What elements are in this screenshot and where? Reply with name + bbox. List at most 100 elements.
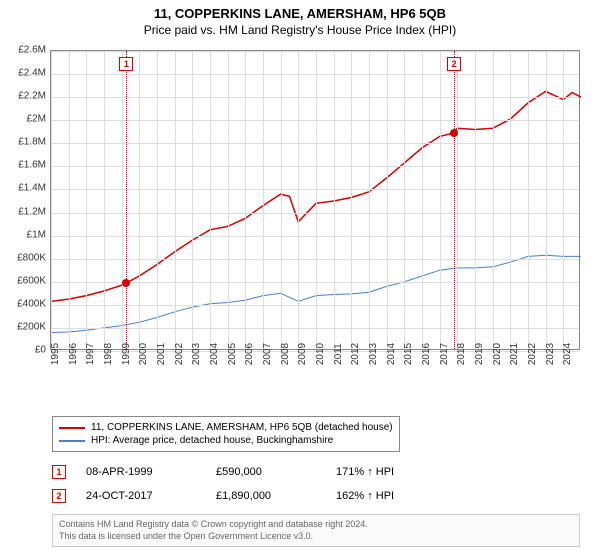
grid-line-v bbox=[263, 51, 264, 349]
x-axis-label: 2002 bbox=[174, 343, 185, 365]
x-axis-label: 2009 bbox=[297, 343, 308, 365]
sale-hpi-diff: 162% ↑ HPI bbox=[336, 490, 394, 502]
x-axis-label: 2007 bbox=[262, 343, 273, 365]
sale-row-marker: 1 bbox=[52, 465, 66, 479]
grid-line-v bbox=[475, 51, 476, 349]
legend-item: HPI: Average price, detached house, Buck… bbox=[59, 434, 393, 447]
x-axis-label: 2018 bbox=[456, 343, 467, 365]
x-axis-label: 2000 bbox=[138, 343, 149, 365]
grid-line-v bbox=[298, 51, 299, 349]
x-axis-label: 2012 bbox=[350, 343, 361, 365]
sale-row-marker: 2 bbox=[52, 489, 66, 503]
y-axis-label: £2.2M bbox=[18, 91, 46, 102]
sale-price: £590,000 bbox=[216, 466, 316, 478]
sale-marker-box: 2 bbox=[447, 57, 461, 71]
grid-line-h bbox=[51, 51, 579, 52]
y-axis-label: £1.8M bbox=[18, 137, 46, 148]
sale-row: 1 08-APR-1999 £590,000 171% ↑ HPI bbox=[52, 460, 394, 484]
grid-line-h bbox=[51, 236, 579, 237]
x-axis-label: 2023 bbox=[545, 343, 556, 365]
sale-marker-box: 1 bbox=[119, 57, 133, 71]
y-axis-label: £400K bbox=[17, 298, 46, 309]
x-axis-label: 2014 bbox=[386, 343, 397, 365]
sale-marker-line bbox=[126, 51, 127, 349]
grid-line-v bbox=[493, 51, 494, 349]
sale-price: £1,890,000 bbox=[216, 490, 316, 502]
grid-line-v bbox=[139, 51, 140, 349]
grid-line-v bbox=[546, 51, 547, 349]
page-title: 11, COPPERKINS LANE, AMERSHAM, HP6 5QB bbox=[0, 0, 600, 21]
grid-line-h bbox=[51, 166, 579, 167]
grid-line-v bbox=[228, 51, 229, 349]
y-axis-label: £1M bbox=[27, 229, 46, 240]
y-axis-label: £2.4M bbox=[18, 68, 46, 79]
grid-line-v bbox=[192, 51, 193, 349]
grid-line-v bbox=[457, 51, 458, 349]
y-axis-label: £0 bbox=[35, 345, 46, 356]
x-axis-label: 2003 bbox=[191, 343, 202, 365]
price-chart: 12 £0£200K£400K£600K£800K£1M£1.2M£1.4M£1… bbox=[50, 50, 580, 380]
grid-line-h bbox=[51, 74, 579, 75]
grid-line-v bbox=[528, 51, 529, 349]
grid-line-h bbox=[51, 97, 579, 98]
grid-line-v bbox=[122, 51, 123, 349]
legend-swatch bbox=[59, 440, 85, 442]
grid-line-h bbox=[51, 120, 579, 121]
sale-date: 24-OCT-2017 bbox=[86, 490, 196, 502]
sale-marker-line bbox=[454, 51, 455, 349]
grid-line-h bbox=[51, 189, 579, 190]
x-axis-label: 1995 bbox=[50, 343, 61, 365]
sale-hpi-diff: 171% ↑ HPI bbox=[336, 466, 394, 478]
x-axis-label: 1998 bbox=[103, 343, 114, 365]
sale-point bbox=[450, 129, 458, 137]
grid-line-h bbox=[51, 305, 579, 306]
grid-line-v bbox=[440, 51, 441, 349]
grid-line-h bbox=[51, 328, 579, 329]
x-axis-label: 2011 bbox=[333, 343, 344, 365]
grid-line-v bbox=[245, 51, 246, 349]
sale-point bbox=[122, 279, 130, 287]
grid-line-v bbox=[369, 51, 370, 349]
x-axis-label: 2001 bbox=[156, 343, 167, 365]
grid-line-v bbox=[422, 51, 423, 349]
x-axis-label: 1997 bbox=[85, 343, 96, 365]
x-axis-label: 2016 bbox=[421, 343, 432, 365]
grid-line-v bbox=[281, 51, 282, 349]
sale-row: 2 24-OCT-2017 £1,890,000 162% ↑ HPI bbox=[52, 484, 394, 508]
x-axis-label: 2013 bbox=[368, 343, 379, 365]
grid-line-v bbox=[316, 51, 317, 349]
grid-line-v bbox=[563, 51, 564, 349]
legend-label: HPI: Average price, detached house, Buck… bbox=[91, 435, 333, 446]
grid-line-v bbox=[404, 51, 405, 349]
y-axis-label: £2.6M bbox=[18, 45, 46, 56]
x-axis-label: 2005 bbox=[227, 343, 238, 365]
y-axis-label: £1.6M bbox=[18, 160, 46, 171]
y-axis-label: £800K bbox=[17, 252, 46, 263]
grid-line-h bbox=[51, 213, 579, 214]
sales-list: 1 08-APR-1999 £590,000 171% ↑ HPI 2 24-OCT-20… bbox=[52, 460, 394, 508]
grid-line-v bbox=[86, 51, 87, 349]
legend: 11, COPPERKINS LANE, AMERSHAM, HP6 5QB (… bbox=[52, 416, 400, 452]
legend-label: 11, COPPERKINS LANE, AMERSHAM, HP6 5QB (… bbox=[91, 422, 393, 433]
grid-line-v bbox=[351, 51, 352, 349]
grid-line-v bbox=[104, 51, 105, 349]
y-axis-label: £2M bbox=[27, 114, 46, 125]
y-axis-label: £1.4M bbox=[18, 183, 46, 194]
x-axis-label: 2015 bbox=[403, 343, 414, 365]
x-axis-label: 2022 bbox=[527, 343, 538, 365]
grid-line-v bbox=[334, 51, 335, 349]
x-axis-label: 2008 bbox=[280, 343, 291, 365]
x-axis-label: 2006 bbox=[244, 343, 255, 365]
x-axis-label: 2020 bbox=[492, 343, 503, 365]
x-axis-label: 1999 bbox=[121, 343, 132, 365]
footer-line-2: This data is licensed under the Open Gov… bbox=[59, 531, 573, 543]
x-axis-label: 2019 bbox=[474, 343, 485, 365]
grid-line-v bbox=[51, 51, 52, 349]
x-axis-label: 1996 bbox=[68, 343, 79, 365]
x-axis-label: 2024 bbox=[562, 343, 573, 365]
grid-line-v bbox=[510, 51, 511, 349]
grid-line-v bbox=[210, 51, 211, 349]
sale-date: 08-APR-1999 bbox=[86, 466, 196, 478]
legend-item: 11, COPPERKINS LANE, AMERSHAM, HP6 5QB (… bbox=[59, 421, 393, 434]
x-axis-label: 2017 bbox=[439, 343, 450, 365]
